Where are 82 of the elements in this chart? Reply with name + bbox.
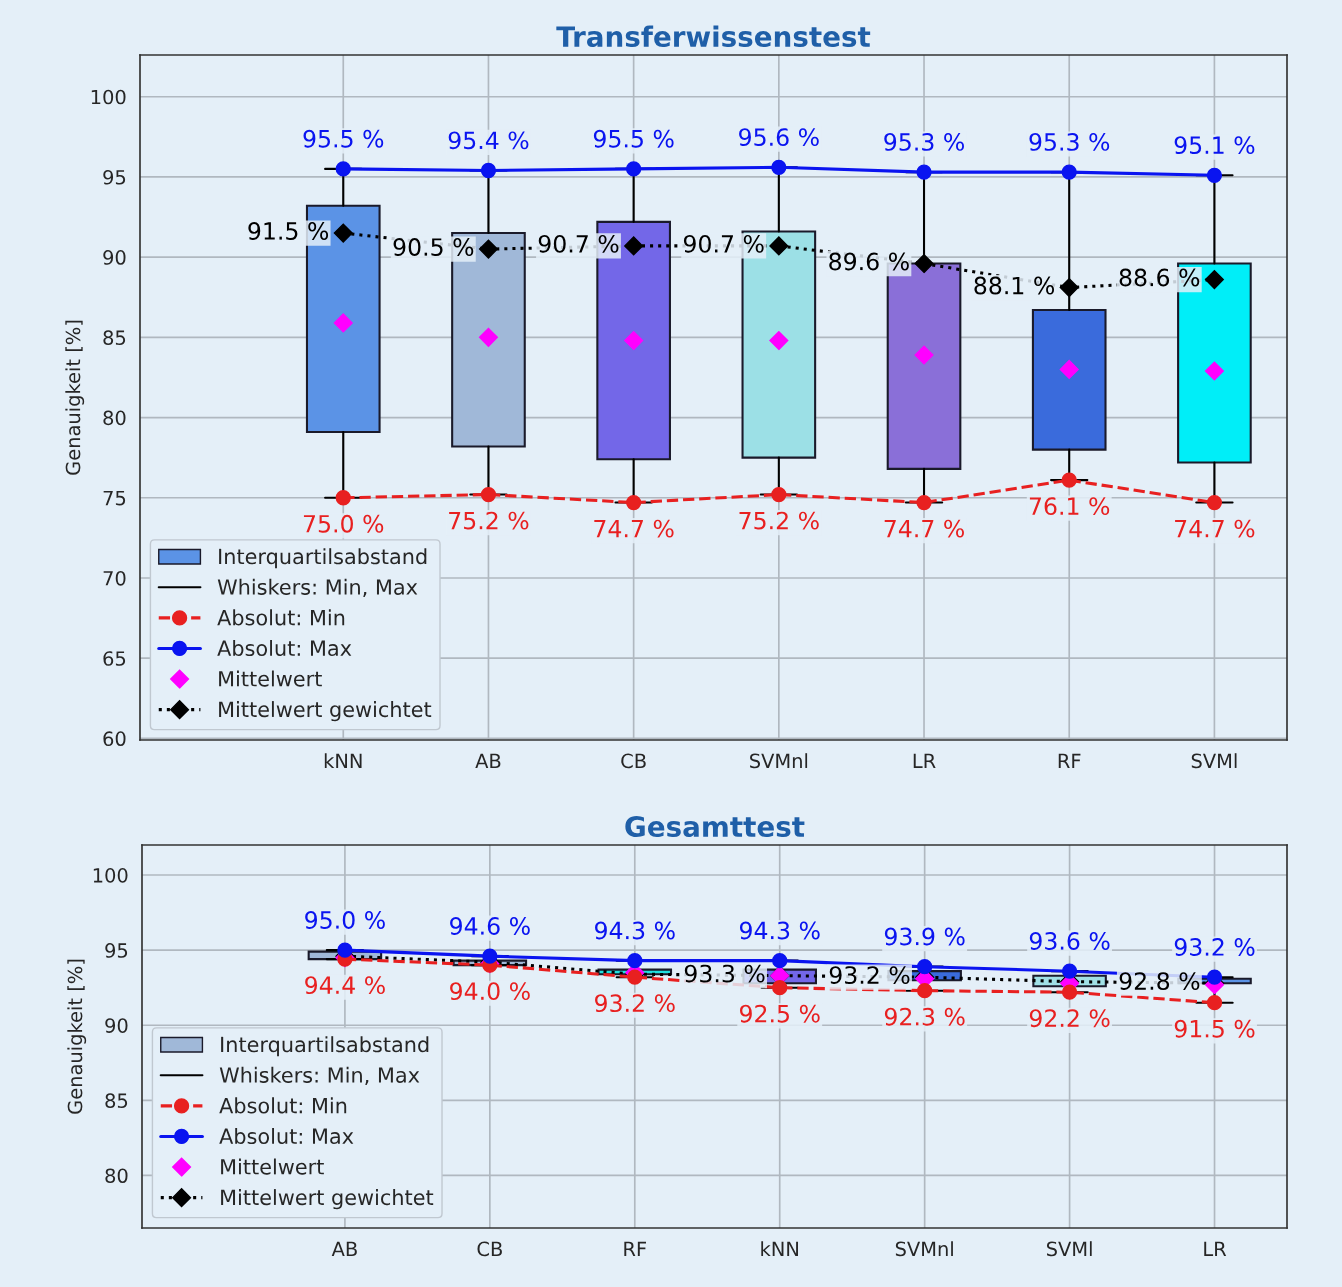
x-tick-label: CB (477, 1241, 502, 1257)
data-label: 93.9 % (884, 927, 965, 946)
data-label: 76.1 % (1029, 497, 1110, 516)
data-label: 93.3 % (684, 964, 765, 983)
data-label: 94.6 % (450, 917, 530, 935)
data-label: 94.3 % (595, 921, 675, 940)
data-label: 94.0 % (450, 982, 530, 1001)
x-tick-label: LR (1204, 1241, 1227, 1256)
data-label: 93.2 % (829, 966, 910, 985)
data-label: 74.7 % (1175, 519, 1255, 538)
annotation: Whiskers: Min, Max (219, 1066, 420, 1086)
data-label: 94.3 % (739, 921, 820, 940)
legend-label: Absolut: Max (217, 639, 352, 657)
x-tick-label: SVMl (1046, 1241, 1092, 1257)
data-label: 95.5 % (593, 129, 674, 148)
y-tick-label: 90 (103, 250, 126, 265)
y-tick-label: 80 (103, 410, 126, 426)
x-tick-label: SVMnl (895, 1241, 953, 1257)
data-label: 92.2 % (1029, 1009, 1110, 1028)
data-label: 95.6 % (739, 128, 819, 147)
data-label: 95.3 % (884, 133, 964, 151)
y-tick-label: 75 (103, 490, 126, 506)
y-tick-label: 60 (103, 731, 126, 747)
legend-label: Mittelwert gewichtet (219, 701, 432, 722)
y-axis-title: Genauigkeit [%] (65, 320, 85, 475)
data-label: 95.5 % (303, 129, 384, 148)
data-label: 94.4 % (305, 976, 385, 995)
data-label: 95.1 % (1174, 136, 1255, 155)
x-tick-label: SVMl (1191, 753, 1237, 769)
data-label: 95.4 % (448, 131, 529, 150)
data-label: 74.7 % (594, 519, 674, 538)
x-tick-label: RF (624, 1241, 646, 1256)
x-tick-label: AB (475, 753, 501, 768)
x-tick-label: SVMnl (750, 753, 808, 769)
data-label: 93.2 % (1174, 938, 1255, 956)
y-tick-label: 70 (103, 570, 126, 586)
data-label: 88.6 % (1119, 268, 1200, 287)
y-tick-label: 95 (105, 943, 128, 958)
y-tick-label: 85 (103, 330, 126, 346)
legend-label: Mittelwert (221, 1158, 324, 1175)
data-label: 92.8 % (1119, 972, 1200, 991)
chart-title: Gesamttest (625, 816, 805, 838)
data-label: 91.5 % (1174, 1019, 1255, 1038)
data-label: 95.3 % (1029, 133, 1110, 151)
legend-label: Absolut: Min (219, 1097, 347, 1114)
data-label: 75.0 % (303, 514, 384, 533)
legend-label: Interquartilsabstand (221, 1036, 429, 1057)
x-tick-label: LR (913, 753, 936, 768)
x-tick-label: kNN (324, 753, 362, 768)
y-tick-label: 95 (103, 169, 126, 185)
y-axis-title: Genauigkeit [%] (67, 959, 87, 1114)
legend-label: Mittelwert (219, 670, 322, 687)
y-tick-label: 100 (93, 868, 128, 883)
data-label: 93.6 % (1029, 932, 1110, 950)
y-tick-label: 100 (91, 89, 126, 105)
data-label: 90.7 % (683, 234, 764, 253)
legend-label: Mittelwert gewichtet (221, 1189, 434, 1210)
data-label: 88.1 % (974, 276, 1055, 295)
chart-title: Transferwissenstest (556, 25, 871, 48)
legend-label: Interquartilsabstand (219, 548, 427, 569)
data-label: 90.7 % (538, 234, 619, 253)
data-label: 92.3 % (884, 1007, 965, 1026)
x-tick-label: RF (1058, 753, 1081, 768)
data-label: 93.2 % (595, 994, 675, 1013)
x-tick-label: kNN (761, 1241, 798, 1256)
y-tick-label: 90 (105, 1018, 128, 1033)
x-tick-label: CB (621, 753, 646, 769)
y-tick-label: 80 (105, 1168, 128, 1184)
x-tick-label: AB (331, 1241, 357, 1256)
data-label: 75.2 % (739, 511, 819, 530)
data-label: 92.5 % (739, 1004, 820, 1023)
legend-label: Absolut: Max (219, 1127, 354, 1145)
annotation: Whiskers: Min, Max (217, 578, 418, 598)
data-label: 74.7 % (884, 519, 964, 538)
y-tick-label: 65 (103, 651, 126, 666)
data-label: 75.2 % (449, 511, 529, 530)
data-label: 89.6 % (829, 252, 909, 271)
data-label: 95.0 % (305, 911, 385, 929)
legend-label: Absolut: Min (217, 609, 345, 626)
data-label: 91.5 % (248, 222, 329, 240)
y-tick-label: 85 (105, 1093, 128, 1108)
data-label: 90.5 % (393, 238, 474, 256)
